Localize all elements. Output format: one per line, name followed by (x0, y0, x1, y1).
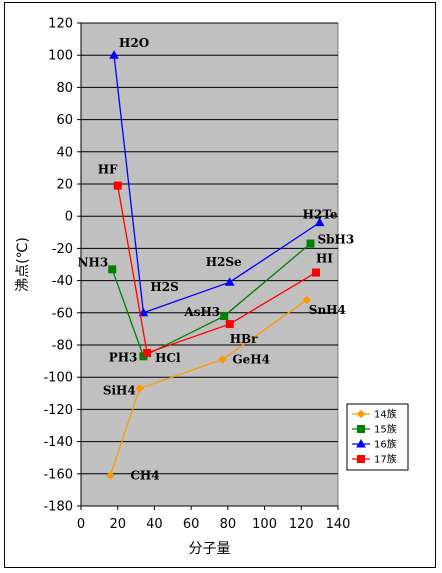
legend-item: 15族 (352, 423, 397, 436)
legend: 14族 15族 16族 17族 (346, 403, 409, 471)
point-label: HBr (230, 332, 258, 346)
point-label: SbH3 (317, 233, 354, 247)
y-tick-label: -180 (43, 500, 73, 515)
y-tick-label: 20 (56, 178, 73, 193)
y-tick-label: -140 (43, 435, 73, 450)
data-point (314, 217, 325, 227)
legend-marker (357, 425, 365, 433)
data-point (220, 312, 229, 321)
point-labels: CH4 SiH4 GeH4 SnH4 NH3 PH3 AsH3 SbH3 H2O H2S H2Se H… (78, 36, 355, 482)
x-tick-label: 80 (220, 517, 237, 532)
y-tick-label: 100 (48, 49, 73, 64)
point-label: H2O (119, 36, 149, 50)
point-label: AsH3 (183, 305, 220, 319)
y-tick-label: 120 (48, 17, 73, 32)
y-tick-label: -100 (43, 371, 73, 386)
x-axis-title: 分子量 (189, 541, 231, 557)
y-tick-label: 60 (56, 113, 73, 128)
legend-label: 14族 (374, 408, 397, 421)
x-tick-label: 40 (146, 517, 163, 532)
data-point (218, 355, 227, 364)
y-tick-label: -160 (43, 467, 73, 482)
data-point (135, 384, 144, 393)
series-line (111, 243, 311, 358)
x-tick-label: 140 (326, 517, 351, 532)
legend-item: 17族 (352, 453, 397, 466)
legend-marker (356, 438, 366, 448)
y-tick-label: 80 (56, 81, 73, 96)
legend-item: 16族 (352, 438, 397, 451)
point-label: CH4 (130, 468, 159, 482)
series-3 (109, 50, 325, 317)
x-tick-label: 0 (77, 517, 85, 532)
y-tick-label: -20 (52, 242, 73, 257)
series-line (117, 185, 317, 354)
point-label: PH3 (109, 350, 138, 364)
point-label: H2Se (206, 255, 242, 269)
point-label: H2S (150, 280, 178, 294)
x-tick-label: 20 (109, 517, 126, 532)
data-point (224, 277, 235, 286)
legend-box (346, 403, 409, 471)
plot-area (80, 22, 339, 507)
data-point (311, 268, 320, 277)
data-point (302, 295, 311, 305)
point-label: SnH4 (309, 303, 346, 317)
series-line (113, 55, 321, 314)
data-point (225, 320, 234, 329)
data-point (113, 181, 122, 190)
series-1 (106, 295, 311, 480)
x-tick-label: 100 (252, 517, 277, 532)
legend-marker (357, 455, 365, 463)
y-axis-ticks: 120 100 80 60 40 20 0 -20 -40 -60 -80 -100 -120 -140 -… (43, 17, 81, 515)
legend-item: 14族 (352, 408, 397, 421)
series-line (109, 299, 308, 476)
legend-label: 17族 (374, 453, 397, 466)
legend-label: 15族 (374, 423, 397, 436)
data-point (306, 239, 315, 248)
point-label: SiH4 (103, 383, 136, 397)
legend-label: 16族 (374, 438, 397, 451)
point-label: GeH4 (232, 352, 270, 366)
legend-marker (356, 409, 366, 419)
series-layer (106, 50, 325, 480)
x-tick-label: 120 (289, 517, 314, 532)
point-label: HCl (155, 351, 181, 365)
x-tick-label: 60 (183, 517, 200, 532)
data-point (143, 349, 152, 358)
y-tick-label: -80 (52, 339, 73, 354)
x-axis-ticks: 0 20 40 60 80 100 120 140 (77, 23, 351, 532)
point-label: HI (316, 252, 333, 266)
y-tick-label: 40 (56, 145, 73, 160)
point-label: HF (98, 163, 118, 177)
y-tick-label: -60 (52, 306, 73, 321)
y-axis-title: 沸点(℃) (15, 237, 31, 292)
data-point (106, 471, 115, 480)
point-label: H2Te (303, 208, 338, 222)
y-tick-label: 0 (65, 210, 73, 225)
y-tick-label: -120 (43, 403, 73, 418)
data-point (108, 265, 117, 274)
point-label: NH3 (78, 255, 109, 269)
data-point (109, 50, 119, 59)
series-4 (113, 181, 320, 358)
y-tick-label: -40 (52, 274, 73, 289)
data-point (138, 307, 149, 317)
